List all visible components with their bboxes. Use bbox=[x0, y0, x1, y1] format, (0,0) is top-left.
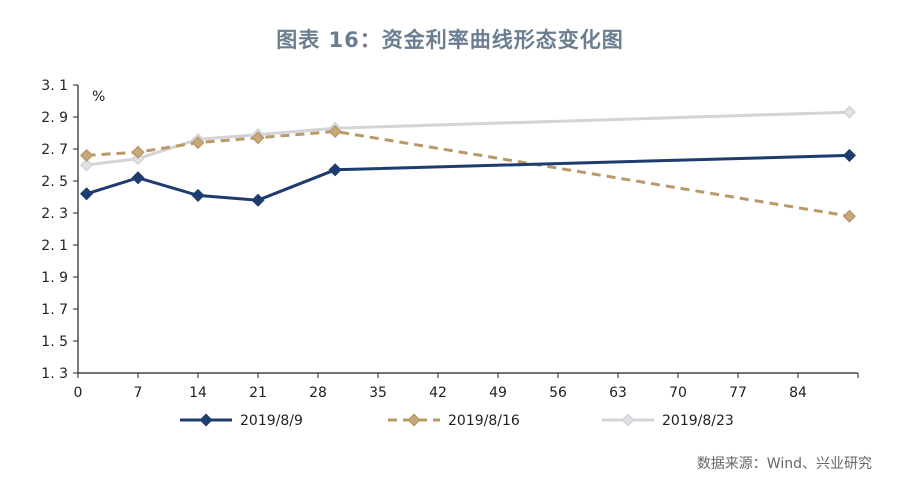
x-tick-label: 42 bbox=[429, 385, 447, 401]
legend-label: 2019/8/23 bbox=[662, 413, 734, 429]
x-tick-label: 0 bbox=[74, 385, 83, 401]
y-tick-label: 3. 1 bbox=[41, 78, 68, 94]
data-point-marker bbox=[191, 136, 205, 150]
legend-swatch-marker bbox=[199, 413, 213, 427]
legend-label: 2019/8/9 bbox=[240, 413, 303, 429]
legend-swatch-marker bbox=[407, 413, 421, 427]
data-point-marker bbox=[131, 171, 145, 185]
series-line bbox=[86, 110, 850, 167]
x-axis: 0 7 14 21 28 35 42 49 56 63 70 77 84 bbox=[74, 372, 859, 401]
y-tick-label: 2. 1 bbox=[41, 238, 68, 254]
y-tick-label: 1. 9 bbox=[41, 270, 68, 286]
series-line bbox=[86, 129, 850, 218]
data-source-note: 数据来源：Wind、兴业研究 bbox=[696, 456, 872, 472]
data-point-marker bbox=[842, 105, 856, 119]
series-line bbox=[86, 153, 850, 202]
y-tick-label: 2. 3 bbox=[41, 206, 68, 222]
data-point-marker bbox=[80, 148, 94, 162]
data-point-marker bbox=[191, 188, 205, 202]
x-tick-label: 84 bbox=[789, 385, 807, 401]
x-tick-label: 49 bbox=[489, 385, 507, 401]
x-tick-label: 56 bbox=[549, 385, 567, 401]
legend-swatch-marker bbox=[621, 413, 635, 427]
y-tick-label: 1. 5 bbox=[41, 334, 68, 350]
x-tick-label: 35 bbox=[369, 385, 387, 401]
y-tick-label: 1. 7 bbox=[41, 302, 68, 318]
data-point-marker bbox=[80, 187, 94, 201]
data-point-marker bbox=[251, 193, 265, 207]
y-tick-label: 2. 5 bbox=[41, 174, 68, 190]
data-point-marker bbox=[251, 131, 265, 145]
data-point-marker bbox=[842, 209, 856, 223]
data-point-marker bbox=[131, 145, 145, 159]
y-tick-label: 1. 3 bbox=[41, 366, 68, 382]
series-layer bbox=[80, 105, 856, 223]
data-point-marker bbox=[80, 158, 94, 172]
chart-title: 图表 16：资金利率曲线形态变化图 bbox=[276, 28, 624, 52]
x-tick-label: 77 bbox=[729, 385, 747, 401]
data-point-marker bbox=[328, 163, 342, 177]
x-tick-label: 14 bbox=[189, 385, 207, 401]
legend: 2019/8/9 2019/8/16 2019/8/23 bbox=[180, 413, 734, 429]
y-unit-label: % bbox=[92, 89, 105, 105]
x-tick-label: 70 bbox=[669, 385, 687, 401]
x-tick-label: 7 bbox=[134, 385, 143, 401]
legend-label: 2019/8/16 bbox=[448, 413, 520, 429]
data-point-marker bbox=[842, 148, 856, 162]
y-tick-label: 2. 7 bbox=[41, 142, 68, 158]
data-point-marker bbox=[328, 124, 342, 138]
y-tick-label: 2. 9 bbox=[41, 110, 68, 126]
x-tick-label: 21 bbox=[249, 385, 267, 401]
y-axis: 3. 1 2. 9 2. 7 2. 5 2. 3 2. 1 1. 9 1. 7 1. 5 1. 3 bbox=[41, 78, 79, 382]
x-tick-label: 28 bbox=[309, 385, 327, 401]
x-tick-label: 63 bbox=[609, 385, 627, 401]
